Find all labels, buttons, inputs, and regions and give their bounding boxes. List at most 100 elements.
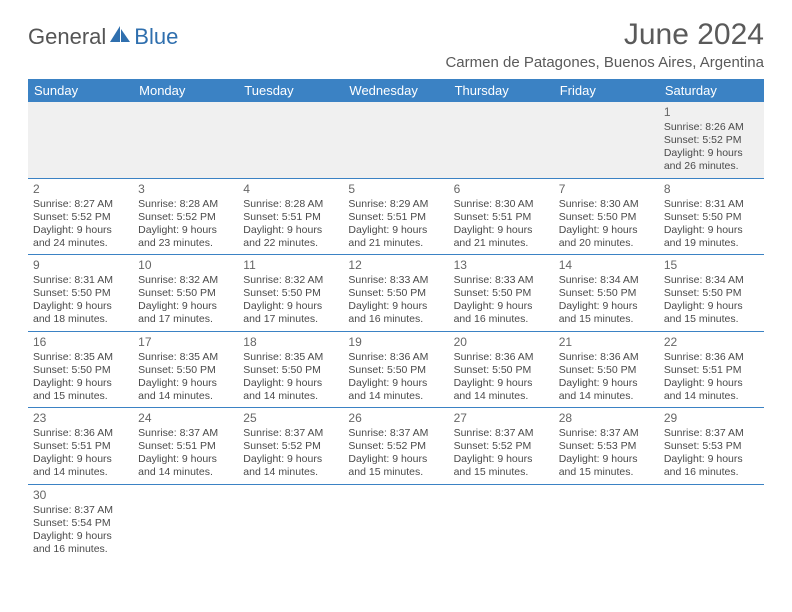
day-sunrise: Sunrise: 8:29 AM	[348, 198, 443, 211]
day-number: 27	[454, 411, 549, 426]
calendar-day-cell	[554, 102, 659, 178]
day-sunrise: Sunrise: 8:35 AM	[243, 351, 338, 364]
calendar-day-cell: 1Sunrise: 8:26 AMSunset: 5:52 PMDaylight…	[659, 102, 764, 178]
day-number: 3	[138, 182, 233, 197]
day-daylight1: Daylight: 9 hours	[664, 224, 759, 237]
day-sunset: Sunset: 5:50 PM	[664, 287, 759, 300]
weekday-header: Tuesday	[238, 79, 343, 102]
calendar-week-row: 2Sunrise: 8:27 AMSunset: 5:52 PMDaylight…	[28, 178, 764, 255]
day-daylight2: and 21 minutes.	[348, 237, 443, 250]
calendar-day-cell: 11Sunrise: 8:32 AMSunset: 5:50 PMDayligh…	[238, 255, 343, 332]
day-sunrise: Sunrise: 8:31 AM	[664, 198, 759, 211]
weekday-header: Thursday	[449, 79, 554, 102]
day-sunrise: Sunrise: 8:30 AM	[454, 198, 549, 211]
day-number: 2	[33, 182, 128, 197]
day-sunset: Sunset: 5:51 PM	[348, 211, 443, 224]
day-sunset: Sunset: 5:51 PM	[243, 211, 338, 224]
day-number: 17	[138, 335, 233, 350]
day-number: 4	[243, 182, 338, 197]
weekday-header: Saturday	[659, 79, 764, 102]
day-sunrise: Sunrise: 8:28 AM	[138, 198, 233, 211]
day-daylight2: and 18 minutes.	[33, 313, 128, 326]
calendar-day-cell: 19Sunrise: 8:36 AMSunset: 5:50 PMDayligh…	[343, 331, 448, 408]
day-daylight2: and 21 minutes.	[454, 237, 549, 250]
calendar-day-cell	[659, 484, 764, 560]
day-number: 5	[348, 182, 443, 197]
day-sunset: Sunset: 5:50 PM	[33, 287, 128, 300]
logo: General Blue	[28, 24, 178, 50]
day-daylight2: and 14 minutes.	[33, 466, 128, 479]
calendar-week-row: 23Sunrise: 8:36 AMSunset: 5:51 PMDayligh…	[28, 408, 764, 485]
calendar-day-cell: 29Sunrise: 8:37 AMSunset: 5:53 PMDayligh…	[659, 408, 764, 485]
day-sunrise: Sunrise: 8:30 AM	[559, 198, 654, 211]
calendar-day-cell: 12Sunrise: 8:33 AMSunset: 5:50 PMDayligh…	[343, 255, 448, 332]
day-sunrise: Sunrise: 8:34 AM	[559, 274, 654, 287]
calendar-day-cell: 9Sunrise: 8:31 AMSunset: 5:50 PMDaylight…	[28, 255, 133, 332]
day-daylight1: Daylight: 9 hours	[664, 147, 759, 160]
day-sunrise: Sunrise: 8:36 AM	[559, 351, 654, 364]
calendar-day-cell	[133, 102, 238, 178]
day-daylight1: Daylight: 9 hours	[33, 300, 128, 313]
day-number: 15	[664, 258, 759, 273]
calendar-day-cell	[343, 484, 448, 560]
day-daylight1: Daylight: 9 hours	[559, 453, 654, 466]
day-daylight2: and 17 minutes.	[243, 313, 338, 326]
day-daylight1: Daylight: 9 hours	[33, 377, 128, 390]
calendar-day-cell: 16Sunrise: 8:35 AMSunset: 5:50 PMDayligh…	[28, 331, 133, 408]
day-number: 14	[559, 258, 654, 273]
day-sunset: Sunset: 5:52 PM	[664, 134, 759, 147]
day-daylight2: and 17 minutes.	[138, 313, 233, 326]
day-daylight1: Daylight: 9 hours	[138, 377, 233, 390]
day-sunrise: Sunrise: 8:26 AM	[664, 121, 759, 134]
calendar-day-cell: 3Sunrise: 8:28 AMSunset: 5:52 PMDaylight…	[133, 178, 238, 255]
day-daylight1: Daylight: 9 hours	[664, 300, 759, 313]
day-sunrise: Sunrise: 8:33 AM	[348, 274, 443, 287]
day-sunset: Sunset: 5:50 PM	[664, 211, 759, 224]
logo-text-blue: Blue	[134, 24, 178, 50]
day-daylight1: Daylight: 9 hours	[559, 224, 654, 237]
calendar-page: General Blue June 2024 Carmen de Patagon…	[0, 0, 792, 578]
day-daylight1: Daylight: 9 hours	[138, 453, 233, 466]
calendar-day-cell	[449, 102, 554, 178]
day-sunrise: Sunrise: 8:37 AM	[33, 504, 128, 517]
day-number: 24	[138, 411, 233, 426]
day-sunrise: Sunrise: 8:37 AM	[243, 427, 338, 440]
day-sunrise: Sunrise: 8:36 AM	[664, 351, 759, 364]
day-daylight2: and 16 minutes.	[348, 313, 443, 326]
day-daylight2: and 15 minutes.	[559, 466, 654, 479]
calendar-day-cell: 5Sunrise: 8:29 AMSunset: 5:51 PMDaylight…	[343, 178, 448, 255]
weekday-header-row: Sunday Monday Tuesday Wednesday Thursday…	[28, 79, 764, 102]
day-number: 25	[243, 411, 338, 426]
day-daylight2: and 20 minutes.	[559, 237, 654, 250]
calendar-day-cell: 13Sunrise: 8:33 AMSunset: 5:50 PMDayligh…	[449, 255, 554, 332]
day-sunrise: Sunrise: 8:36 AM	[348, 351, 443, 364]
day-number: 13	[454, 258, 549, 273]
day-daylight2: and 14 minutes.	[454, 390, 549, 403]
day-daylight1: Daylight: 9 hours	[243, 453, 338, 466]
calendar-day-cell	[449, 484, 554, 560]
day-sunrise: Sunrise: 8:36 AM	[33, 427, 128, 440]
calendar-day-cell	[343, 102, 448, 178]
day-sunrise: Sunrise: 8:28 AM	[243, 198, 338, 211]
day-daylight1: Daylight: 9 hours	[243, 300, 338, 313]
logo-text-general: General	[28, 24, 106, 50]
day-number: 22	[664, 335, 759, 350]
day-sunset: Sunset: 5:50 PM	[243, 364, 338, 377]
day-sunrise: Sunrise: 8:35 AM	[138, 351, 233, 364]
calendar-day-cell: 27Sunrise: 8:37 AMSunset: 5:52 PMDayligh…	[449, 408, 554, 485]
calendar-day-cell: 15Sunrise: 8:34 AMSunset: 5:50 PMDayligh…	[659, 255, 764, 332]
calendar-week-row: 9Sunrise: 8:31 AMSunset: 5:50 PMDaylight…	[28, 255, 764, 332]
day-daylight1: Daylight: 9 hours	[454, 453, 549, 466]
day-daylight1: Daylight: 9 hours	[348, 377, 443, 390]
day-sunset: Sunset: 5:50 PM	[138, 364, 233, 377]
calendar-table: Sunday Monday Tuesday Wednesday Thursday…	[28, 79, 764, 560]
day-number: 23	[33, 411, 128, 426]
calendar-day-cell	[238, 102, 343, 178]
calendar-day-cell	[238, 484, 343, 560]
day-daylight1: Daylight: 9 hours	[348, 453, 443, 466]
day-number: 10	[138, 258, 233, 273]
day-number: 16	[33, 335, 128, 350]
day-number: 29	[664, 411, 759, 426]
calendar-day-cell: 28Sunrise: 8:37 AMSunset: 5:53 PMDayligh…	[554, 408, 659, 485]
day-number: 11	[243, 258, 338, 273]
